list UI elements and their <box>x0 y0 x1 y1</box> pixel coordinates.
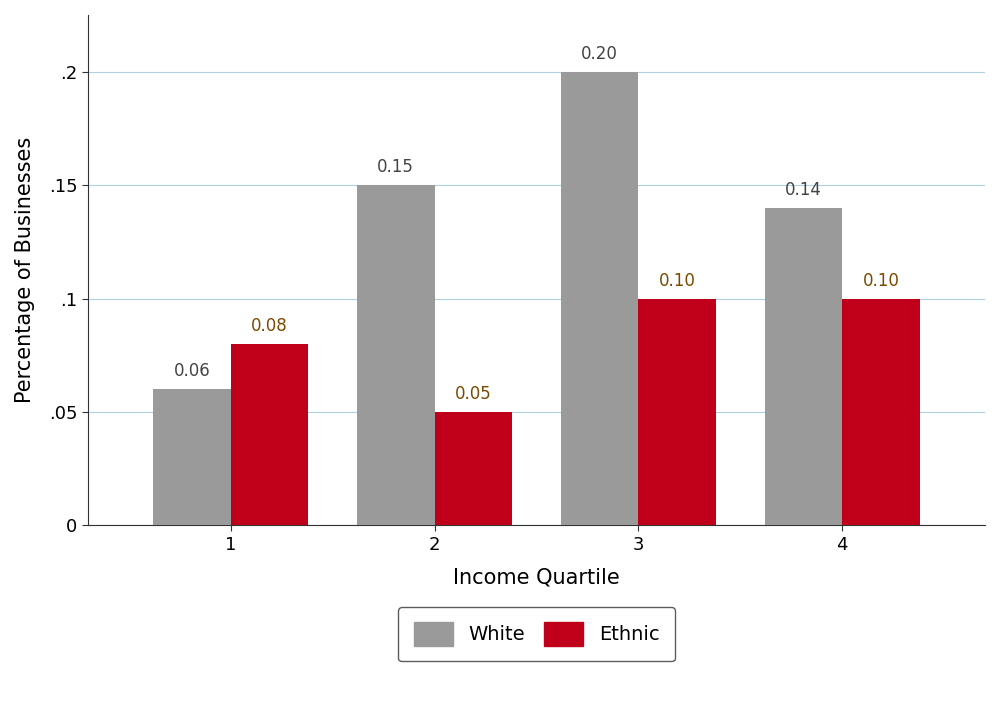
Text: 0.20: 0.20 <box>581 44 618 63</box>
Text: 0.15: 0.15 <box>377 158 414 176</box>
Bar <box>842 299 920 526</box>
Legend: White, Ethnic: White, Ethnic <box>398 606 675 662</box>
Bar <box>153 390 231 526</box>
Text: 0.08: 0.08 <box>251 317 288 335</box>
Text: 0.10: 0.10 <box>659 271 696 289</box>
Bar <box>231 344 308 526</box>
Bar <box>357 185 435 526</box>
Bar <box>561 72 638 526</box>
Bar <box>435 412 512 526</box>
Text: 0.10: 0.10 <box>863 271 899 289</box>
Bar <box>638 299 716 526</box>
Text: 0.14: 0.14 <box>785 181 822 198</box>
Text: 0.06: 0.06 <box>174 362 210 380</box>
Text: 0.05: 0.05 <box>455 385 492 403</box>
Bar <box>765 208 842 526</box>
X-axis label: Income Quartile: Income Quartile <box>453 568 620 587</box>
Y-axis label: Percentage of Businesses: Percentage of Businesses <box>15 137 35 403</box>
